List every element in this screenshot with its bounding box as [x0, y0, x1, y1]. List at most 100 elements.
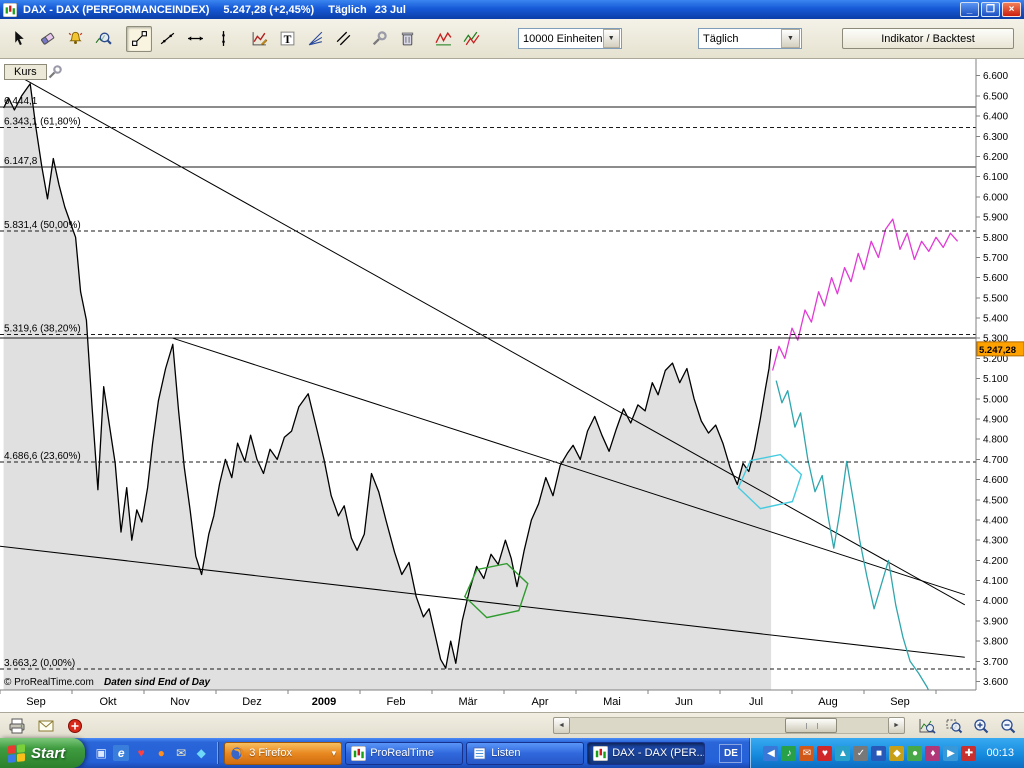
level-label: 6.343,1 (61,80%) — [4, 117, 81, 128]
zigzag-indicator-icon[interactable] — [430, 26, 456, 52]
y-tick-label: 4.600 — [983, 475, 1008, 486]
start-button[interactable]: Start — [0, 738, 86, 768]
x-month-label: Jun — [675, 696, 693, 708]
task-label: Listen — [491, 747, 521, 759]
zoom-chart-tool-icon[interactable] — [90, 26, 116, 52]
email-icon[interactable] — [33, 715, 58, 736]
clock: 00:13 — [986, 747, 1014, 759]
internet-explorer-icon[interactable]: e — [113, 745, 130, 761]
tray-hide-icon[interactable]: ◀ — [763, 745, 779, 761]
segment-tool-icon[interactable] — [126, 25, 152, 52]
mail-icon[interactable]: ✉ — [176, 746, 187, 760]
units-dropdown[interactable]: 10000 Einheiten ▼ — [518, 28, 622, 49]
price-chart[interactable]: 6.444,1 6.343,1 (61,80%) 6.147,8 5.831,4 (5… — [0, 59, 1024, 712]
zoom-in-icon[interactable] — [968, 715, 993, 736]
y-tick-label: 6.400 — [983, 112, 1008, 123]
chevron-down-icon[interactable]: ▼ — [602, 29, 620, 48]
price-alarm-tool-icon[interactable] — [62, 26, 88, 52]
cyan-ellipse-annotation[interactable] — [737, 453, 803, 510]
scroll-left-icon[interactable]: ◄ — [553, 717, 570, 734]
taskbar-button-listen[interactable]: Listen — [466, 741, 585, 765]
series-DAX — [3, 83, 772, 669]
y-tick-label: 5.900 — [983, 213, 1008, 224]
y-tick-label: 6.100 — [983, 172, 1008, 183]
trendline[interactable] — [172, 337, 965, 596]
trendline[interactable] — [0, 545, 965, 658]
zoom-selection-icon[interactable] — [941, 715, 966, 736]
kurs-tab[interactable]: Kurs — [4, 64, 47, 80]
tray-network-icon[interactable]: ■ — [871, 745, 887, 761]
tray-gold-icon[interactable]: ◆ — [889, 745, 905, 761]
line-tool-icon[interactable] — [154, 26, 180, 52]
tray-red-icon[interactable]: ✚ — [961, 745, 977, 761]
period-dropdown[interactable]: Täglich ▼ — [698, 28, 802, 49]
x-month-label: Nov — [170, 696, 190, 708]
indicator-backtest-button[interactable]: Indikator / Backtest — [842, 28, 1014, 49]
pointer-tool-icon[interactable] — [6, 26, 32, 52]
alerts-icon[interactable] — [62, 715, 87, 736]
restore-button[interactable]: ❐ — [981, 2, 1000, 17]
series-projection-bullish — [771, 218, 959, 371]
scrollbar-thumb[interactable] — [785, 718, 837, 733]
heart-icon[interactable]: ♥ — [137, 746, 145, 760]
tray-mail-icon[interactable]: ✉ — [799, 745, 815, 761]
vertical-line-tool-icon[interactable] — [210, 26, 236, 52]
period-dropdown-value: Täglich — [703, 32, 739, 45]
y-tick-label: 4.200 — [983, 556, 1008, 567]
delete-tool-icon[interactable] — [394, 26, 420, 52]
tray-pink-icon[interactable]: ♦ — [925, 745, 941, 761]
x-month-label: Sep — [890, 696, 910, 708]
indicator-edit-tool-icon[interactable] — [246, 26, 272, 52]
horizontal-line-tool-icon[interactable] — [182, 26, 208, 52]
trendline[interactable] — [21, 77, 966, 606]
print-icon[interactable] — [4, 715, 29, 736]
settings-tool-icon[interactable] — [366, 26, 392, 52]
chart-scrollbar[interactable]: ◄ ► — [553, 717, 905, 734]
tray-heart-icon[interactable]: ♥ — [817, 745, 833, 761]
chevron-down-icon[interactable]: ▾ — [331, 747, 337, 758]
y-tick-label: 6.600 — [983, 71, 1008, 82]
tray-green-icon[interactable]: ● — [907, 745, 923, 761]
zoom-fit-icon[interactable] — [914, 715, 939, 736]
eraser-tool-icon[interactable] — [34, 26, 60, 52]
green-ellipse-annotation[interactable] — [463, 562, 529, 619]
tray-play-icon[interactable]: ▶ — [943, 745, 959, 761]
chevron-down-icon[interactable]: ▼ — [781, 29, 800, 48]
taskbar-button-dax-dax-per-[interactable]: DAX - DAX (PER... — [587, 741, 706, 765]
language-indicator[interactable]: DE — [719, 743, 743, 763]
y-tick-label: 5.500 — [983, 293, 1008, 304]
start-label: Start — [31, 744, 66, 762]
parallel-lines-tool-icon[interactable] — [330, 26, 356, 52]
y-tick-label: 3.700 — [983, 657, 1008, 668]
firefox-icon — [230, 746, 245, 761]
minimize-button[interactable]: _ — [960, 2, 979, 17]
taskbar-button-3-firefox[interactable]: 3 Firefox ▾ — [224, 741, 343, 765]
scroll-right-icon[interactable]: ► — [888, 717, 905, 734]
tray-update-icon[interactable]: ▲ — [835, 745, 851, 761]
media-player-icon[interactable]: ◆ — [196, 746, 206, 760]
channel-indicator-icon[interactable] — [458, 26, 484, 52]
firefox-icon[interactable]: ● — [157, 746, 165, 760]
kurs-label: Kurs — [14, 66, 37, 78]
y-tick-label: 5.000 — [983, 394, 1008, 405]
wrench-icon[interactable] — [47, 64, 63, 80]
scrollbar-track[interactable] — [570, 717, 888, 734]
chart-area[interactable]: 6.444,1 6.343,1 (61,80%) 6.147,8 5.831,4 (5… — [0, 59, 1024, 712]
close-button[interactable]: × — [1002, 2, 1021, 17]
show-desktop-icon[interactable]: ▣ — [95, 746, 107, 760]
window-title: DAX - DAX (PERFORMANCEINDEX) — [23, 3, 210, 16]
x-month-label: 2009 — [312, 696, 336, 708]
task-label: DAX - DAX (PER... — [612, 747, 706, 759]
fan-lines-tool-icon[interactable] — [302, 26, 328, 52]
tray-volume-icon[interactable]: ♪ — [781, 745, 797, 761]
taskbar-button-prorealtime[interactable]: ProRealTime — [345, 741, 464, 765]
text-tool-icon[interactable]: T — [274, 26, 300, 52]
y-tick-label: 6.300 — [983, 132, 1008, 143]
windows-flag-icon — [8, 743, 25, 763]
zoom-out-icon[interactable] — [995, 715, 1020, 736]
y-tick-label: 4.800 — [983, 435, 1008, 446]
last-price-label: 5.247,28 — [979, 345, 1016, 356]
tray-status-icon[interactable]: ✓ — [853, 745, 869, 761]
title-bar[interactable]: DAX - DAX (PERFORMANCEINDEX) 5.247,28 (+… — [0, 0, 1024, 19]
